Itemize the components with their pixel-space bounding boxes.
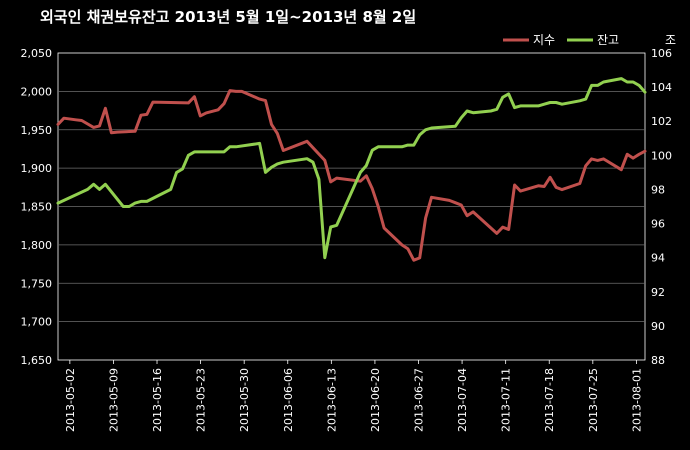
x-tick-label: 2013-06-20 — [369, 368, 382, 432]
x-tick-label: 2013-08-01 — [630, 368, 643, 432]
y-right-unit: 조 — [665, 33, 676, 47]
y-left-tick-label: 1,900 — [21, 162, 53, 175]
legend-label: 지수 — [533, 33, 555, 47]
x-tick-label: 2013-05-23 — [195, 368, 208, 432]
x-tick-label: 2013-06-13 — [325, 368, 338, 432]
legend: 지수 잔고 — [503, 33, 619, 47]
y-right-tick-label: 92 — [651, 286, 665, 299]
y-right-tick-label: 96 — [651, 218, 665, 231]
series-group — [56, 77, 647, 262]
y-axis-left: 1,650 1,700 1,750 1,800 1,850 1,900 1,950 2,000… — [21, 47, 53, 367]
y-right-tick-label: 104 — [651, 81, 672, 94]
x-axis: 2013-05-02 2013-05-09 2013-05-16 2013-05-23… — [64, 360, 643, 432]
y-right-tick-label: 88 — [651, 354, 665, 367]
x-tick-label: 2013-07-25 — [587, 368, 600, 432]
y-right-tick-label: 98 — [651, 183, 665, 196]
x-tick-label: 2013-07-11 — [500, 368, 513, 432]
y-left-tick-label: 1,750 — [21, 277, 53, 290]
y-right-tick-label: 100 — [651, 149, 672, 162]
series-line-index — [56, 89, 647, 262]
x-tick-label: 2013-06-06 — [282, 368, 295, 432]
chart-title: 외국인 채권보유잔고 2013년 5월 1일~2013년 8월 2일 — [40, 8, 416, 26]
x-tick-label: 2013-05-02 — [64, 368, 77, 432]
y-axis-right: 88 90 92 94 96 98 100 102 104 106 — [651, 47, 672, 367]
x-tick-label: 2013-05-09 — [107, 368, 120, 432]
y-left-tick-label: 1,950 — [21, 124, 53, 137]
grid-lines — [58, 91, 645, 322]
x-tick-label: 2013-05-16 — [151, 368, 164, 432]
y-left-tick-label: 2,000 — [21, 85, 53, 98]
y-right-tick-label: 94 — [651, 252, 665, 265]
y-right-tick-label: 90 — [651, 320, 665, 333]
series-line-balance — [56, 77, 647, 260]
y-left-tick-label: 2,050 — [21, 47, 53, 60]
x-tick-label: 2013-06-27 — [413, 368, 426, 432]
y-right-tick-label: 102 — [651, 115, 672, 128]
y-left-tick-label: 1,700 — [21, 316, 53, 329]
x-tick-label: 2013-05-30 — [238, 368, 251, 432]
x-tick-label: 2013-07-18 — [543, 368, 556, 432]
y-left-tick-label: 1,850 — [21, 201, 53, 214]
y-left-tick-label: 1,800 — [21, 239, 53, 252]
legend-label: 잔고 — [597, 33, 619, 47]
x-tick-label: 2013-07-04 — [456, 368, 469, 432]
y-left-tick-label: 1,650 — [21, 354, 53, 367]
y-right-tick-label: 106 — [651, 47, 672, 60]
